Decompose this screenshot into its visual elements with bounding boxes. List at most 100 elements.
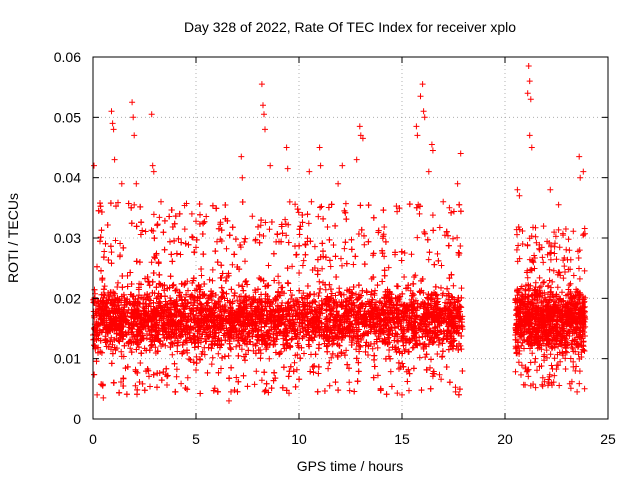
data-point	[353, 355, 360, 362]
data-point	[400, 330, 407, 337]
data-point	[170, 281, 177, 288]
data-point	[139, 227, 146, 234]
data-point	[342, 200, 349, 207]
data-point	[231, 290, 238, 297]
data-point	[137, 360, 144, 366]
data-point	[294, 206, 301, 213]
data-point	[127, 345, 134, 352]
data-point	[385, 264, 392, 271]
data-point	[273, 336, 280, 343]
data-point	[221, 308, 228, 315]
data-point	[146, 373, 152, 380]
data-point	[231, 387, 238, 394]
data-point	[431, 261, 438, 268]
data-point	[289, 292, 295, 299]
data-point	[204, 369, 211, 376]
data-point	[108, 360, 115, 367]
data-point	[286, 198, 293, 205]
data-point	[430, 227, 437, 234]
grid-lines	[93, 57, 608, 419]
data-point	[293, 251, 300, 258]
data-point	[193, 360, 200, 367]
data-point	[374, 282, 381, 289]
data-point	[365, 238, 372, 245]
data-point	[275, 303, 281, 310]
data-point	[107, 200, 114, 207]
data-point	[293, 366, 300, 373]
data-point	[232, 236, 239, 243]
data-point	[336, 312, 342, 319]
data-point	[151, 254, 158, 260]
data-point	[142, 228, 149, 235]
data-point	[175, 339, 182, 346]
data-point	[338, 337, 345, 343]
data-point	[394, 390, 401, 397]
data-point	[326, 257, 333, 264]
data-point	[292, 201, 299, 208]
data-point	[333, 308, 340, 315]
data-point	[412, 319, 419, 326]
data-point	[154, 294, 161, 300]
data-point	[209, 354, 216, 361]
data-point	[381, 267, 388, 274]
data-point	[289, 263, 296, 270]
data-point	[229, 261, 236, 268]
data-point	[193, 353, 200, 360]
data-point	[262, 283, 269, 290]
data-point	[389, 344, 396, 351]
data-point	[338, 255, 344, 262]
data-point	[227, 346, 234, 353]
data-point	[439, 340, 446, 347]
data-point	[458, 323, 465, 330]
data-point	[408, 251, 415, 258]
data-point	[217, 275, 224, 281]
data-point	[440, 335, 447, 342]
data-point	[369, 345, 376, 352]
data-point	[120, 375, 127, 382]
data-point	[261, 388, 268, 395]
data-point	[326, 359, 333, 366]
data-point	[449, 345, 456, 352]
data-point	[242, 357, 248, 364]
data-point	[367, 291, 374, 298]
data-point	[263, 307, 270, 314]
data-point	[124, 283, 131, 290]
data-point	[262, 341, 269, 348]
data-point	[198, 316, 205, 323]
data-point	[258, 308, 265, 315]
data-point	[321, 388, 328, 394]
data-point	[395, 359, 402, 366]
data-point	[251, 381, 258, 388]
data-point	[237, 242, 244, 248]
data-point	[243, 278, 250, 284]
data-point	[388, 383, 395, 390]
data-point	[270, 250, 277, 257]
data-point	[311, 265, 318, 271]
data-point	[301, 306, 308, 313]
data-point	[262, 219, 269, 226]
data-point	[374, 344, 381, 351]
data-point	[336, 322, 343, 329]
data-point	[132, 382, 139, 389]
data-point	[238, 346, 245, 353]
data-point	[120, 353, 127, 360]
data-point	[299, 262, 306, 269]
data-point	[454, 234, 461, 241]
data-point	[410, 365, 417, 372]
data-point	[280, 341, 287, 348]
data-point	[168, 339, 174, 346]
data-point	[332, 222, 339, 229]
data-point	[108, 249, 115, 256]
data-point	[198, 266, 205, 272]
data-point	[128, 281, 135, 287]
data-point	[351, 303, 358, 309]
data-point	[128, 220, 135, 227]
data-point	[436, 371, 443, 378]
data-point	[150, 371, 157, 378]
data-point	[324, 342, 331, 349]
data-point	[193, 218, 199, 225]
data-point	[169, 340, 176, 347]
data-point	[419, 299, 426, 306]
data-point	[114, 284, 121, 290]
data-point	[315, 213, 322, 220]
